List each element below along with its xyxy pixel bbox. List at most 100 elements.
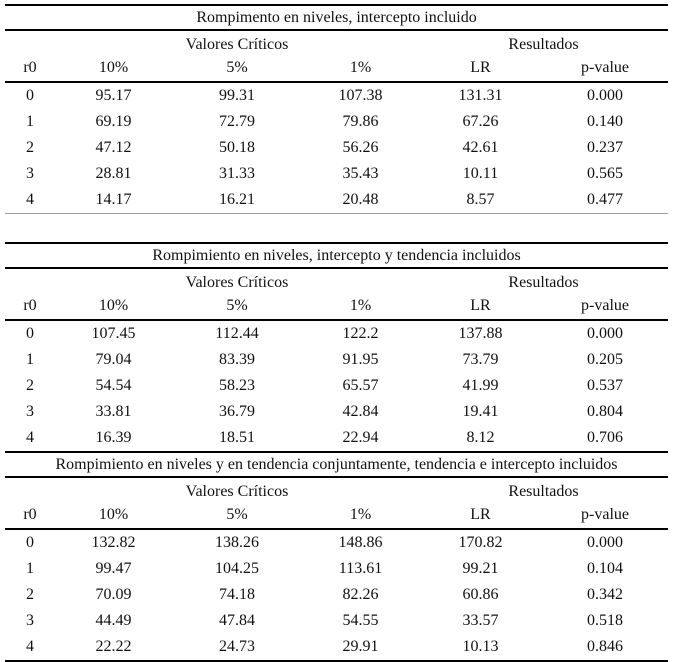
table-break-levels-intercept: Rompimento en niveles, intercepto inclui…	[5, 4, 669, 214]
table-row: 4 16.39 18.51 22.94 8.12 0.706	[5, 425, 669, 453]
col-header-10pct: 10%	[55, 57, 172, 83]
cell-pvalue: 0.706	[542, 425, 669, 453]
cell-lr: 137.88	[458, 325, 503, 343]
spacer-cell	[5, 477, 55, 504]
table-row: 3 44.49 47.84 54.55 33.57 0.518	[5, 608, 668, 634]
group-header-critical-values: Valores Críticos	[185, 274, 289, 292]
table-title: Rompimiento en niveles, intercepto y ten…	[5, 242, 669, 269]
cell-r0: 1	[26, 560, 34, 578]
table-title: Rompimiento en niveles y en tendencia co…	[5, 453, 669, 478]
col-header-10pct: 10%	[55, 295, 172, 321]
table-row: 4 22.22 24.73 29.91 10.13 0.846	[5, 634, 669, 662]
group-header-results: Resultados	[508, 36, 579, 54]
cell-cv1: 42.84	[342, 403, 379, 421]
cell-cv5: 99.31	[219, 87, 255, 105]
cell-pvalue: 0.104	[587, 560, 623, 578]
cell-cv1: 65.57	[342, 377, 379, 395]
cell-r0: 4	[5, 634, 55, 662]
group-header-critical-values: Valores Críticos	[185, 483, 289, 501]
cell-cv10: 132.82	[91, 534, 136, 552]
group-header-results: Resultados	[508, 483, 579, 501]
cell-cv1: 148.86	[338, 534, 383, 552]
cell-lr: 131.31	[458, 87, 503, 105]
cell-pvalue: 0.000	[587, 534, 623, 552]
cell-cv1: 56.26	[342, 139, 379, 157]
cell-r0: 1	[26, 351, 34, 369]
col-header-5pct: 5%	[172, 57, 302, 83]
cell-cv10: 47.12	[95, 139, 132, 157]
cell-pvalue: 0.518	[587, 612, 623, 630]
cell-cv5: 83.39	[219, 351, 255, 369]
table-row: 2 54.54 58.23 65.57 41.99 0.537	[5, 373, 668, 399]
table-break-levels-intercept-trend: Rompimiento en niveles, intercepto y ten…	[5, 242, 669, 453]
cell-cv1: 79.86	[342, 113, 379, 131]
col-header-1pct: 1%	[302, 504, 419, 530]
cell-cv10: 95.17	[95, 87, 132, 105]
cell-cv5: 31.33	[219, 165, 255, 183]
spacer-cell	[5, 268, 55, 295]
table-row: 4 14.17 16.21 20.48 8.57 0.477	[5, 187, 669, 214]
cell-r0: 1	[26, 113, 34, 131]
col-header-lr: LR	[419, 504, 542, 530]
table-title: Rompimento en niveles, intercepto inclui…	[5, 4, 669, 31]
cell-pvalue: 0.000	[587, 87, 624, 105]
cell-cv5: 138.26	[215, 534, 259, 552]
cell-cv5: 36.79	[219, 403, 255, 421]
col-header-lr: LR	[419, 57, 542, 83]
cell-cv1: 54.55	[342, 612, 379, 630]
cell-pvalue: 0.537	[587, 377, 623, 395]
group-header-critical-values: Valores Críticos	[185, 36, 289, 54]
cell-pvalue: 0.804	[587, 403, 623, 421]
table-row: 2 47.12 50.18 56.26 42.61 0.237	[5, 135, 668, 161]
col-header-pvalue: p-value	[542, 504, 669, 530]
cell-cv1: 113.61	[338, 560, 383, 578]
cell-pvalue: 0.000	[587, 325, 623, 343]
cell-cv1: 122.2	[342, 325, 379, 343]
col-header-r0: r0	[5, 57, 55, 83]
cell-lr: 60.86	[462, 586, 499, 604]
cell-cv1: 82.26	[342, 586, 379, 604]
cell-r0: 4	[5, 187, 55, 214]
cell-r0: 3	[26, 165, 34, 183]
table-break-levels-trend-joint: Rompimiento en niveles y en tendencia co…	[5, 453, 669, 662]
cell-lr: 99.21	[462, 560, 499, 578]
cell-cv1: 35.43	[342, 165, 379, 183]
cell-pvalue: 0.846	[542, 634, 669, 662]
cell-lr: 170.82	[458, 534, 503, 552]
table-row: 1 69.19 72.79 79.86 67.26 0.140	[5, 109, 668, 135]
cell-cv10: 70.09	[95, 586, 132, 604]
table-row: 0 132.82 138.26 148.86 170.82 0.000	[5, 529, 668, 556]
cell-r0: 2	[26, 139, 34, 157]
cell-cv5: 16.21	[172, 187, 302, 214]
cell-pvalue: 0.477	[542, 187, 669, 214]
cell-cv10: 28.81	[95, 165, 132, 183]
cell-cv10: 16.39	[55, 425, 172, 453]
cell-cv1: 107.38	[338, 87, 383, 105]
cell-r0: 0	[26, 534, 34, 552]
table-row: 2 70.09 74.18 82.26 60.86 0.342	[5, 582, 668, 608]
table-row: 1 99.47 104.25 113.61 99.21 0.104	[5, 556, 668, 582]
col-header-1pct: 1%	[302, 57, 419, 83]
cell-lr: 41.99	[462, 377, 499, 395]
cell-r0: 3	[26, 403, 34, 421]
col-header-1pct: 1%	[302, 295, 419, 321]
cell-cv5: 18.51	[172, 425, 302, 453]
cell-lr: 10.11	[462, 165, 499, 183]
col-header-pvalue: p-value	[542, 295, 669, 321]
cell-pvalue: 0.140	[587, 113, 624, 131]
cell-cv10: 22.22	[55, 634, 172, 662]
col-header-r0: r0	[5, 504, 55, 530]
cell-cv5: 74.18	[219, 586, 255, 604]
cell-lr: 8.12	[419, 425, 542, 453]
col-header-lr: LR	[419, 295, 542, 321]
table-row: 0 95.17 99.31 107.38 131.31 0.000	[5, 82, 668, 109]
cell-cv10: 44.49	[95, 612, 132, 630]
cell-r0: 2	[26, 377, 34, 395]
cell-lr: 8.57	[419, 187, 542, 214]
cell-lr: 42.61	[462, 139, 499, 157]
table-row: 3 28.81 31.33 35.43 10.11 0.565	[5, 161, 668, 187]
col-header-10pct: 10%	[55, 504, 172, 530]
spacer-cell	[5, 30, 55, 57]
cell-pvalue: 0.342	[587, 586, 623, 604]
cell-cv5: 104.25	[215, 560, 259, 578]
